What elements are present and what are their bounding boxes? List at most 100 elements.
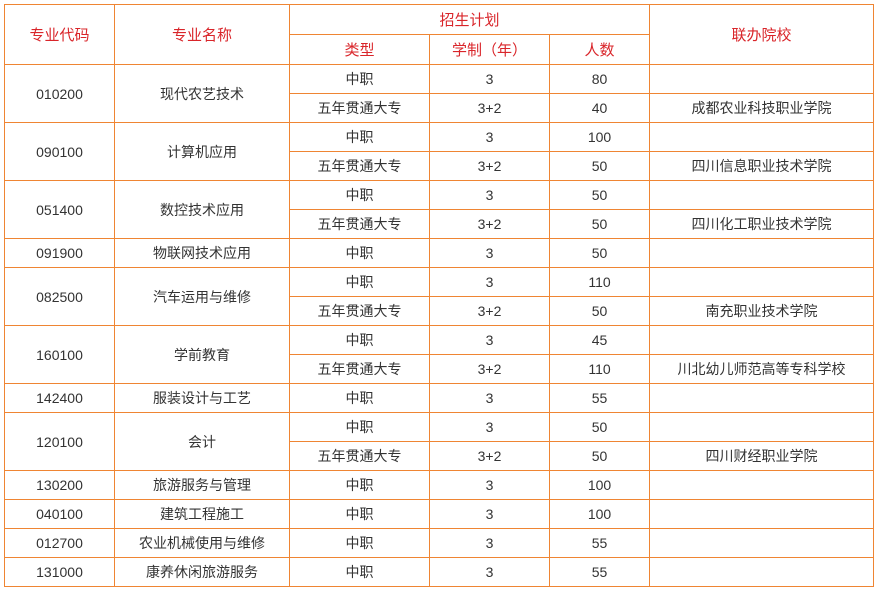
cell-partner (650, 326, 874, 355)
table-row: 160100学前教育中职345 (5, 326, 874, 355)
cell-count: 50 (550, 413, 650, 442)
cell-partner (650, 471, 874, 500)
cell-type: 中职 (290, 181, 430, 210)
table-row: 090100计算机应用中职3100 (5, 123, 874, 152)
cell-code: 010200 (5, 65, 115, 123)
table-row: 051400数控技术应用中职350 (5, 181, 874, 210)
cell-partner (650, 413, 874, 442)
cell-code: 040100 (5, 500, 115, 529)
cell-name: 计算机应用 (115, 123, 290, 181)
cell-type: 五年贯通大专 (290, 94, 430, 123)
cell-type: 五年贯通大专 (290, 355, 430, 384)
cell-partner (650, 500, 874, 529)
table-row: 040100建筑工程施工中职3100 (5, 500, 874, 529)
cell-years: 3 (430, 181, 550, 210)
cell-years: 3 (430, 65, 550, 94)
cell-name: 建筑工程施工 (115, 500, 290, 529)
cell-years: 3 (430, 326, 550, 355)
cell-count: 110 (550, 268, 650, 297)
cell-count: 50 (550, 152, 650, 181)
cell-years: 3+2 (430, 210, 550, 239)
cell-count: 50 (550, 181, 650, 210)
cell-code: 051400 (5, 181, 115, 239)
cell-count: 50 (550, 297, 650, 326)
cell-type: 中职 (290, 500, 430, 529)
cell-count: 50 (550, 210, 650, 239)
cell-type: 中职 (290, 558, 430, 587)
table-row: 012700农业机械使用与维修中职355 (5, 529, 874, 558)
cell-code: 082500 (5, 268, 115, 326)
cell-type: 五年贯通大专 (290, 442, 430, 471)
cell-type: 五年贯通大专 (290, 152, 430, 181)
header-count: 人数 (550, 35, 650, 65)
cell-count: 55 (550, 529, 650, 558)
header-row-1: 专业代码 专业名称 招生计划 联办院校 (5, 5, 874, 35)
cell-type: 中职 (290, 268, 430, 297)
cell-type: 中职 (290, 529, 430, 558)
cell-partner (650, 384, 874, 413)
cell-type: 中职 (290, 384, 430, 413)
cell-partner: 成都农业科技职业学院 (650, 94, 874, 123)
cell-years: 3 (430, 413, 550, 442)
cell-type: 中职 (290, 471, 430, 500)
cell-count: 100 (550, 500, 650, 529)
cell-years: 3 (430, 529, 550, 558)
cell-name: 农业机械使用与维修 (115, 529, 290, 558)
enrollment-plan-table: 专业代码 专业名称 招生计划 联办院校 类型 学制（年） 人数 010200现代… (4, 4, 874, 587)
cell-type: 中职 (290, 413, 430, 442)
cell-name: 旅游服务与管理 (115, 471, 290, 500)
cell-years: 3+2 (430, 297, 550, 326)
cell-count: 55 (550, 558, 650, 587)
header-name: 专业名称 (115, 5, 290, 65)
cell-years: 3+2 (430, 94, 550, 123)
cell-partner (650, 558, 874, 587)
cell-years: 3 (430, 268, 550, 297)
cell-count: 40 (550, 94, 650, 123)
cell-count: 100 (550, 123, 650, 152)
cell-years: 3 (430, 239, 550, 268)
cell-type: 中职 (290, 326, 430, 355)
header-partner: 联办院校 (650, 5, 874, 65)
cell-code: 120100 (5, 413, 115, 471)
table-row: 120100会计中职350 (5, 413, 874, 442)
cell-partner: 四川财经职业学院 (650, 442, 874, 471)
cell-count: 110 (550, 355, 650, 384)
cell-partner: 四川信息职业技术学院 (650, 152, 874, 181)
cell-years: 3+2 (430, 355, 550, 384)
cell-name: 物联网技术应用 (115, 239, 290, 268)
cell-name: 服装设计与工艺 (115, 384, 290, 413)
cell-name: 会计 (115, 413, 290, 471)
cell-years: 3 (430, 500, 550, 529)
cell-code: 130200 (5, 471, 115, 500)
cell-partner (650, 239, 874, 268)
header-code: 专业代码 (5, 5, 115, 65)
cell-partner: 四川化工职业技术学院 (650, 210, 874, 239)
cell-type: 中职 (290, 65, 430, 94)
cell-years: 3 (430, 384, 550, 413)
cell-name: 汽车运用与维修 (115, 268, 290, 326)
cell-partner (650, 268, 874, 297)
table-row: 142400服装设计与工艺中职355 (5, 384, 874, 413)
header-plan-group: 招生计划 (290, 5, 650, 35)
cell-code: 012700 (5, 529, 115, 558)
cell-years: 3 (430, 123, 550, 152)
cell-code: 131000 (5, 558, 115, 587)
cell-type: 中职 (290, 123, 430, 152)
cell-code: 160100 (5, 326, 115, 384)
cell-count: 50 (550, 239, 650, 268)
cell-partner (650, 65, 874, 94)
cell-type: 五年贯通大专 (290, 210, 430, 239)
table-body: 010200现代农艺技术中职380五年贯通大专3+240成都农业科技职业学院09… (5, 65, 874, 587)
cell-code: 090100 (5, 123, 115, 181)
cell-code: 091900 (5, 239, 115, 268)
cell-years: 3+2 (430, 152, 550, 181)
cell-partner (650, 529, 874, 558)
cell-code: 142400 (5, 384, 115, 413)
cell-partner: 川北幼儿师范高等专科学校 (650, 355, 874, 384)
cell-partner: 南充职业技术学院 (650, 297, 874, 326)
table-row: 010200现代农艺技术中职380 (5, 65, 874, 94)
cell-years: 3 (430, 558, 550, 587)
cell-count: 50 (550, 442, 650, 471)
cell-name: 数控技术应用 (115, 181, 290, 239)
cell-type: 五年贯通大专 (290, 297, 430, 326)
